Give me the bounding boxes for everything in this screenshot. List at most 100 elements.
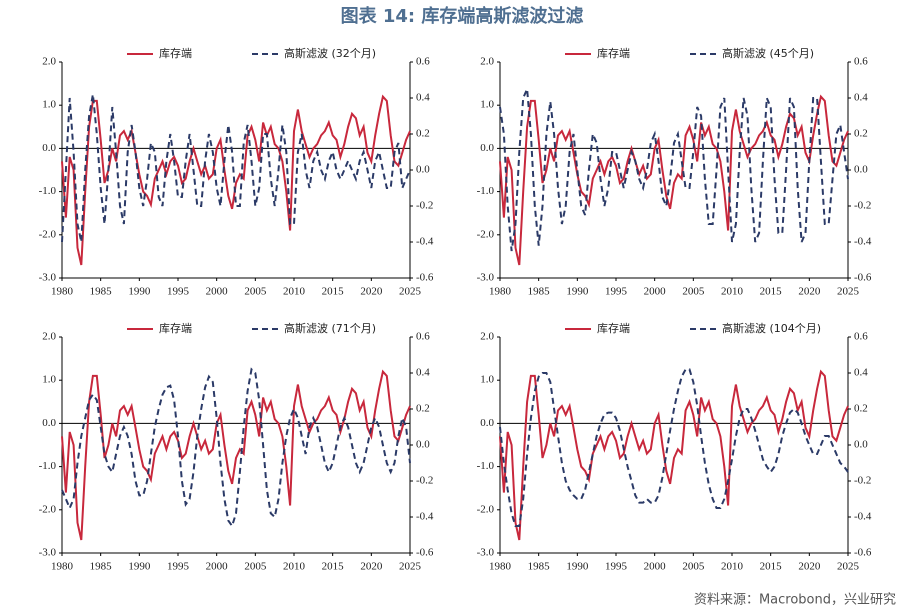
- y-tick-label: -2.0: [39, 228, 57, 240]
- y2-tick-label: 0.0: [854, 164, 868, 176]
- x-tick-label: 2005: [244, 561, 267, 573]
- y-tick-label: 2.0: [42, 56, 56, 68]
- y2-tick-label: 0.0: [416, 439, 430, 451]
- legend-label: 库存端: [597, 46, 630, 60]
- x-tick-label: 2000: [644, 561, 667, 573]
- y2-tick-label: 0.0: [416, 164, 430, 176]
- x-tick-label: 2025: [399, 286, 422, 298]
- y-tick-label: -3.0: [39, 272, 57, 284]
- y-tick-label: 1.0: [480, 374, 494, 386]
- y2-tick-label: 0.2: [416, 403, 430, 415]
- x-tick-label: 2025: [399, 561, 422, 573]
- x-tick-label: 2020: [360, 561, 383, 573]
- x-tick-label: 2020: [360, 286, 383, 298]
- x-tick-label: 1995: [605, 286, 628, 298]
- legend-label: 库存端: [159, 321, 192, 335]
- series-line: [499, 94, 849, 266]
- y-tick-label: -1.0: [39, 185, 57, 197]
- y2-tick-label: 0.4: [416, 367, 430, 379]
- x-tick-label: 1985: [528, 286, 551, 298]
- x-tick-label: 1985: [528, 561, 551, 573]
- y2-tick-label: -0.2: [854, 200, 871, 212]
- series-line: [61, 367, 411, 529]
- x-tick-label: 2000: [644, 286, 667, 298]
- y-tick-label: 0.0: [42, 142, 56, 154]
- x-tick-label: 1980: [489, 286, 512, 298]
- x-tick-label: 2010: [283, 561, 306, 573]
- y2-tick-label: 0.4: [416, 92, 430, 104]
- y-tick-label: -2.0: [477, 228, 495, 240]
- y-tick-label: -1.0: [477, 185, 495, 197]
- y2-tick-label: 0.6: [416, 331, 430, 343]
- y-tick-label: -1.0: [477, 460, 495, 472]
- y2-tick-label: -0.2: [416, 475, 433, 487]
- y2-tick-label: 0.4: [854, 367, 868, 379]
- x-tick-label: 2025: [837, 286, 860, 298]
- y-tick-label: 2.0: [42, 331, 56, 343]
- x-tick-label: 1985: [90, 286, 113, 298]
- x-tick-label: 2005: [682, 286, 705, 298]
- y2-tick-label: -0.2: [854, 475, 871, 487]
- legend-label: 高斯滤波 (45个月): [722, 46, 814, 60]
- x-tick-label: 2010: [283, 286, 306, 298]
- x-tick-label: 2020: [798, 286, 821, 298]
- y2-tick-label: 0.4: [854, 92, 868, 104]
- x-tick-label: 2015: [322, 286, 345, 298]
- y-tick-label: 0.0: [42, 417, 56, 429]
- series-line: [499, 368, 849, 527]
- y2-tick-label: 0.6: [416, 56, 430, 68]
- y2-tick-label: 0.6: [854, 56, 868, 68]
- legend-label: 库存端: [597, 321, 630, 335]
- x-tick-label: 1995: [167, 561, 190, 573]
- series-line: [61, 94, 411, 266]
- y-tick-label: 1.0: [42, 99, 56, 111]
- y2-tick-label: -0.6: [416, 272, 434, 284]
- x-tick-label: 1980: [51, 286, 74, 298]
- y2-tick-label: 0.0: [854, 439, 868, 451]
- series-line: [61, 369, 411, 541]
- y-tick-label: -2.0: [39, 503, 57, 515]
- y2-tick-label: -0.4: [854, 511, 872, 523]
- y2-tick-label: -0.6: [416, 547, 434, 559]
- x-tick-label: 1990: [566, 561, 589, 573]
- x-tick-label: 1995: [605, 561, 628, 573]
- y-tick-label: 0.0: [480, 417, 494, 429]
- x-tick-label: 2015: [760, 561, 783, 573]
- y2-tick-label: -0.4: [416, 511, 434, 523]
- series-line: [499, 369, 849, 541]
- y2-tick-label: 0.2: [854, 128, 868, 140]
- x-tick-label: 2015: [760, 286, 783, 298]
- x-tick-label: 2025: [837, 561, 860, 573]
- x-tick-label: 2010: [721, 286, 744, 298]
- legend-label: 库存端: [159, 46, 192, 60]
- x-tick-label: 1990: [128, 286, 151, 298]
- y2-tick-label: 0.2: [416, 128, 430, 140]
- y-tick-label: -1.0: [39, 460, 57, 472]
- x-tick-label: 2000: [206, 561, 229, 573]
- y-tick-label: 1.0: [42, 374, 56, 386]
- x-tick-label: 2015: [322, 561, 345, 573]
- source-note: 资料来源：Macrobond，兴业研究: [694, 593, 896, 608]
- series-line: [499, 88, 849, 252]
- x-tick-label: 1985: [90, 561, 113, 573]
- y2-tick-label: -0.2: [416, 200, 433, 212]
- x-tick-label: 1990: [128, 561, 151, 573]
- y-tick-label: -3.0: [477, 547, 495, 559]
- legend-label: 高斯滤波 (104个月): [722, 321, 821, 335]
- y-tick-label: 2.0: [480, 56, 494, 68]
- x-tick-label: 1980: [51, 561, 74, 573]
- y-tick-label: -3.0: [39, 547, 57, 559]
- y-tick-label: 1.0: [480, 99, 494, 111]
- figure-title: 图表 14: 库存端高斯滤波过滤: [341, 5, 584, 27]
- x-tick-label: 2000: [206, 286, 229, 298]
- y2-tick-label: -0.4: [854, 236, 872, 248]
- x-tick-label: 2020: [798, 561, 821, 573]
- x-tick-label: 1995: [167, 286, 190, 298]
- y2-tick-label: -0.6: [854, 547, 872, 559]
- legend-label: 高斯滤波 (32个月): [284, 46, 376, 60]
- x-tick-label: 2005: [244, 286, 267, 298]
- y2-tick-label: 0.2: [854, 403, 868, 415]
- x-tick-label: 1990: [566, 286, 589, 298]
- x-tick-label: 2010: [721, 561, 744, 573]
